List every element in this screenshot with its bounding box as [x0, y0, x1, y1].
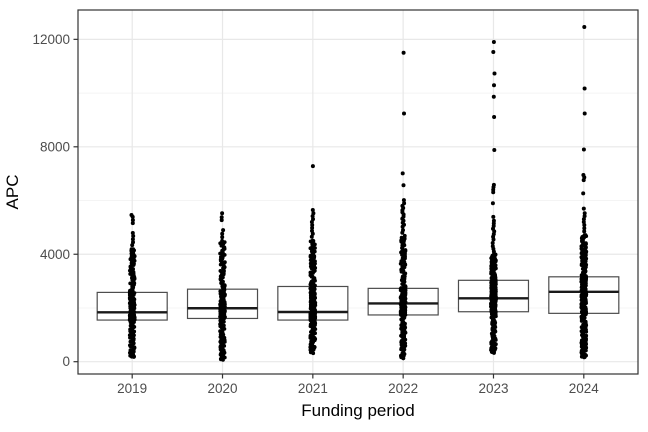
outlier-point — [581, 217, 586, 222]
outlier-point — [581, 206, 586, 211]
outlier-point — [311, 217, 315, 222]
data-point — [132, 329, 137, 334]
outlier-point — [220, 235, 225, 240]
x-tick-label: 2023 — [478, 381, 508, 396]
points-2019 — [127, 213, 137, 359]
outlier-point — [582, 229, 587, 234]
outlier-point — [490, 201, 495, 206]
x-tick-label: 2024 — [569, 381, 600, 396]
panel-border — [77, 9, 639, 375]
outlier-point — [310, 208, 315, 212]
outlier-point — [130, 221, 135, 226]
data-point — [399, 286, 404, 290]
data-point — [584, 333, 589, 338]
x-tick-label: 2021 — [298, 381, 328, 396]
outlier-point — [219, 215, 224, 220]
outlier-point — [582, 214, 587, 219]
outlier-point — [220, 231, 225, 236]
gridlines-minor — [78, 92, 638, 309]
points-2023 — [489, 40, 498, 355]
data-point — [127, 343, 132, 348]
x-axis-title: Funding period — [301, 401, 414, 420]
x-axis: 2019 2020 2021 2022 2023 2024 — [117, 374, 599, 396]
outlier-point — [131, 240, 135, 245]
y-tick-label: 8000 — [40, 139, 70, 154]
outlier-point — [220, 211, 225, 216]
outlier-point — [582, 25, 587, 29]
outlier-point — [581, 173, 586, 177]
outlier-point — [581, 147, 586, 152]
outlier-point — [491, 94, 496, 99]
outlier-point — [310, 225, 315, 230]
outlier-point — [492, 83, 496, 88]
data-point — [402, 233, 407, 238]
x-tick-label: 2020 — [207, 381, 237, 396]
outlier-point — [491, 218, 496, 223]
outlier-point — [491, 214, 496, 219]
outlier-point — [401, 198, 406, 203]
data-point — [491, 252, 496, 257]
data-point — [399, 235, 404, 240]
outlier-point — [492, 71, 497, 76]
outlier-point — [219, 218, 224, 223]
outlier-point — [401, 228, 405, 233]
data-point — [220, 238, 225, 243]
outlier-point — [310, 164, 315, 169]
outlier-point — [491, 50, 496, 54]
outlier-point — [130, 218, 135, 223]
outlier-point — [582, 111, 587, 116]
outlier-point — [311, 211, 316, 216]
outlier-point — [129, 213, 134, 217]
outlier-point — [492, 115, 497, 119]
points-2024 — [579, 25, 589, 360]
y-axis-title: APC — [3, 175, 22, 210]
points-2020 — [218, 211, 227, 362]
data-point — [131, 247, 136, 252]
outlier-point — [131, 234, 136, 238]
y-tick-label: 4000 — [40, 247, 70, 262]
outlier-point — [221, 228, 226, 233]
data-point — [218, 289, 223, 294]
outlier-point — [581, 220, 586, 224]
outlier-point — [491, 182, 496, 187]
x-tick-label: 2022 — [388, 381, 418, 396]
outlier-point — [582, 223, 587, 227]
points-2022 — [398, 50, 408, 361]
outlier-point — [582, 226, 587, 231]
outlier-point — [491, 40, 496, 44]
outlier-point — [402, 201, 407, 206]
data-point — [218, 269, 223, 273]
outlier-point — [492, 148, 497, 152]
data-point — [223, 260, 227, 265]
outlier-point — [402, 111, 406, 116]
outlier-point — [581, 191, 586, 196]
panel-background — [78, 10, 638, 374]
outlier-point — [490, 241, 495, 245]
data-point — [128, 348, 133, 353]
outlier-point — [582, 86, 587, 91]
data-point — [128, 281, 133, 286]
y-axis: 0 4000 8000 12000 — [32, 32, 78, 369]
outlier-point — [310, 228, 314, 233]
data-point — [310, 238, 315, 243]
data-point — [583, 233, 588, 237]
outlier-point — [400, 171, 405, 176]
data-point — [403, 248, 408, 252]
outlier-point — [401, 50, 406, 55]
outlier-point — [490, 244, 495, 249]
x-tick-label: 2019 — [117, 381, 147, 396]
y-tick-label: 12000 — [32, 32, 70, 47]
y-tick-label: 0 — [62, 354, 70, 369]
outlier-point — [401, 183, 406, 188]
data-point — [584, 241, 588, 246]
data-point — [308, 270, 313, 275]
points-2021 — [308, 164, 318, 356]
outlier-point — [582, 211, 587, 216]
outlier-point — [130, 237, 135, 242]
outlier-point — [130, 231, 135, 235]
outlier-point — [310, 223, 315, 227]
